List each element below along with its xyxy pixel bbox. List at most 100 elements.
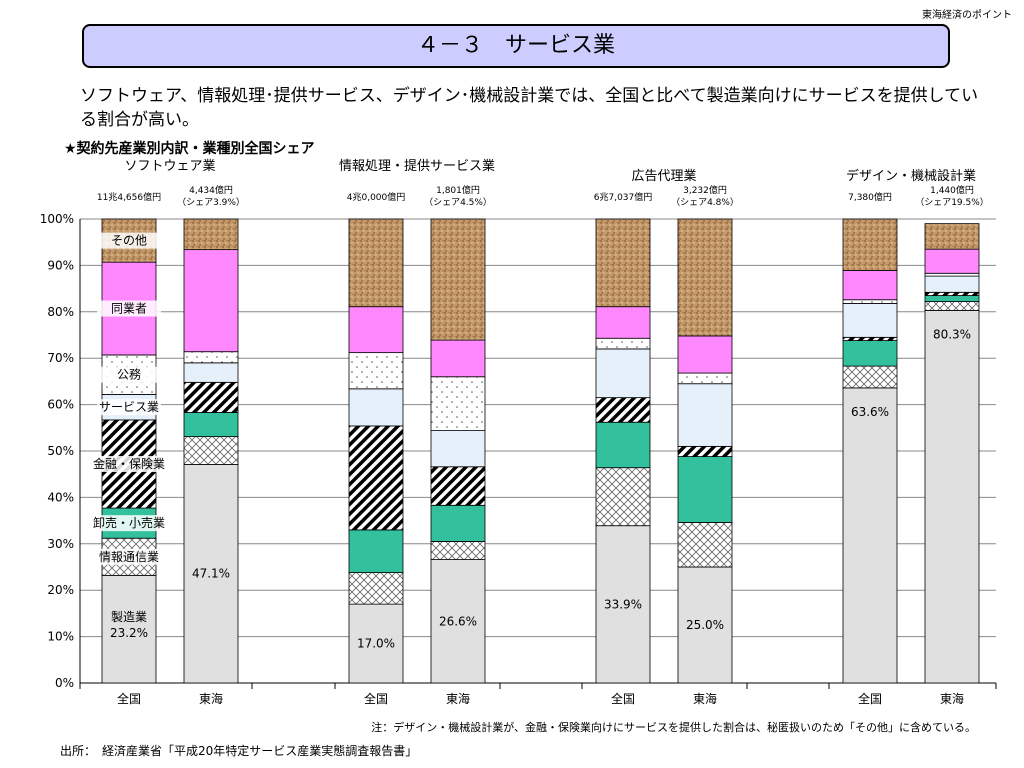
bar-total-label: 6兆7,037億円 [594, 191, 653, 203]
bar-segment [677, 445, 733, 457]
group-name: デザイン・機械設計業 [846, 168, 976, 184]
bar-total-label: 4,434億円 [189, 184, 233, 196]
bar-segment [430, 218, 486, 341]
chart-bars [101, 218, 980, 684]
segment-label: 卸売・小売業 [93, 515, 165, 530]
bar-total-label: 1,440億円 [930, 184, 974, 196]
segment-label: 同業者 [111, 302, 147, 316]
group-name: ソフトウェア業 [124, 158, 215, 174]
bar-segment [348, 352, 404, 390]
x-category-label: 東海 [940, 691, 964, 706]
segment-label-bg [97, 455, 161, 472]
header-corner-label: 東海経済のポイント [922, 10, 1012, 21]
bar-segment [595, 467, 651, 527]
y-tick-label: 80% [47, 305, 74, 319]
bar-segment [595, 397, 651, 423]
bar-segment [183, 464, 239, 684]
segment-label-bg [97, 366, 161, 383]
bar-segment [677, 218, 733, 337]
data-label: 47.1% [192, 567, 230, 581]
bar-segment [348, 572, 404, 605]
group-name: 広告代理業 [631, 168, 696, 184]
page-title: ４－３ サービス業 [82, 24, 950, 68]
bar-segment [842, 336, 898, 341]
bar-segment [348, 425, 404, 531]
segment-label-bg [97, 300, 161, 317]
bar-segment [677, 372, 733, 385]
bar-segment [183, 218, 239, 251]
bar-segment [430, 339, 486, 378]
x-category-label: 東海 [446, 691, 470, 706]
x-category-label: 全国 [611, 691, 635, 706]
bar-segment [183, 362, 239, 383]
bar-share-label: （シェア4.5%） [424, 197, 492, 208]
bar-segment [183, 351, 239, 364]
y-tick-label: 0% [55, 676, 74, 690]
y-tick-label: 60% [47, 398, 74, 412]
y-tick-label: 100% [40, 212, 74, 226]
y-axis: 0% 10% 20% 30% 40% 50% 60% 70% 80% 90% 100% [40, 212, 997, 690]
chart-footnote: 注：デザイン・機械設計業が、金融・保険業向けにサービスを提供した割合は、秘匿扱い… [371, 721, 976, 734]
bar-segment [924, 275, 980, 293]
segment-label: 製造業 [111, 610, 147, 624]
bar-total-label: 3,232億円 [683, 184, 727, 196]
chart-subheading: ★契約先産業別内訳・業種別全国シェア [64, 141, 315, 157]
bar-segment [348, 529, 404, 573]
segment-label: その他 [111, 234, 147, 248]
bar-total-label: 7,380億円 [848, 191, 892, 203]
y-tick-label: 90% [47, 258, 74, 272]
bar-segment [430, 376, 486, 431]
bar-segment [595, 218, 651, 308]
segment-label-bg [97, 548, 161, 565]
bar-segment [183, 436, 239, 465]
bar-segment [183, 381, 239, 413]
segment-label-bg [97, 515, 161, 532]
data-label: 23.2% [110, 626, 148, 640]
bar-segment [924, 223, 980, 250]
bar-segment [595, 306, 651, 339]
data-label: 17.0% [357, 637, 395, 651]
bar-segment [842, 303, 898, 338]
y-tick-label: 70% [47, 351, 74, 365]
bar-share-label: （シェア19.5%） [915, 197, 989, 208]
bar-segment [677, 383, 733, 447]
bar-segment [842, 218, 898, 271]
bar-segment [595, 525, 651, 684]
bar-segment [842, 365, 898, 389]
bar-segment [924, 310, 980, 684]
group-name: 情報処理・提供サービス業 [339, 158, 495, 174]
y-tick-label: 30% [47, 537, 74, 551]
y-tick-label: 20% [47, 583, 74, 597]
bar-segment [348, 388, 404, 427]
bar-segment [595, 337, 651, 350]
segment-label: 公務 [117, 368, 141, 382]
segment-label-bg [97, 399, 161, 416]
bar-segment [677, 335, 733, 374]
bar-segment [348, 218, 404, 308]
bar-segment [677, 456, 733, 523]
bar-segment [677, 522, 733, 568]
data-label: 80.3% [933, 327, 971, 341]
segment-label: サービス業 [99, 400, 159, 414]
segment-label: 情報通信業 [99, 550, 159, 564]
bar-segment [183, 412, 239, 438]
lead-text: ソフトウェア、情報処理･提供サービス、デザイン･機械設計業では、全国と比べて製造… [80, 86, 979, 130]
x-category-label: 東海 [199, 691, 223, 706]
bar-segment [595, 421, 651, 469]
bar-segment [430, 541, 486, 560]
data-label: 63.6% [851, 405, 889, 419]
y-tick-label: 10% [47, 630, 74, 644]
data-label: 33.9% [604, 597, 642, 611]
bar-segment [430, 504, 486, 542]
bar-segment [842, 340, 898, 367]
bar-segment [842, 270, 898, 301]
y-tick-label: 40% [47, 490, 74, 504]
bar-total-label: 1,801億円 [436, 184, 480, 196]
bar-segment [430, 430, 486, 468]
bar-segment [430, 466, 486, 506]
x-category-label: 全国 [858, 691, 882, 706]
bar-segment [924, 248, 980, 274]
bar-segment [924, 301, 980, 311]
